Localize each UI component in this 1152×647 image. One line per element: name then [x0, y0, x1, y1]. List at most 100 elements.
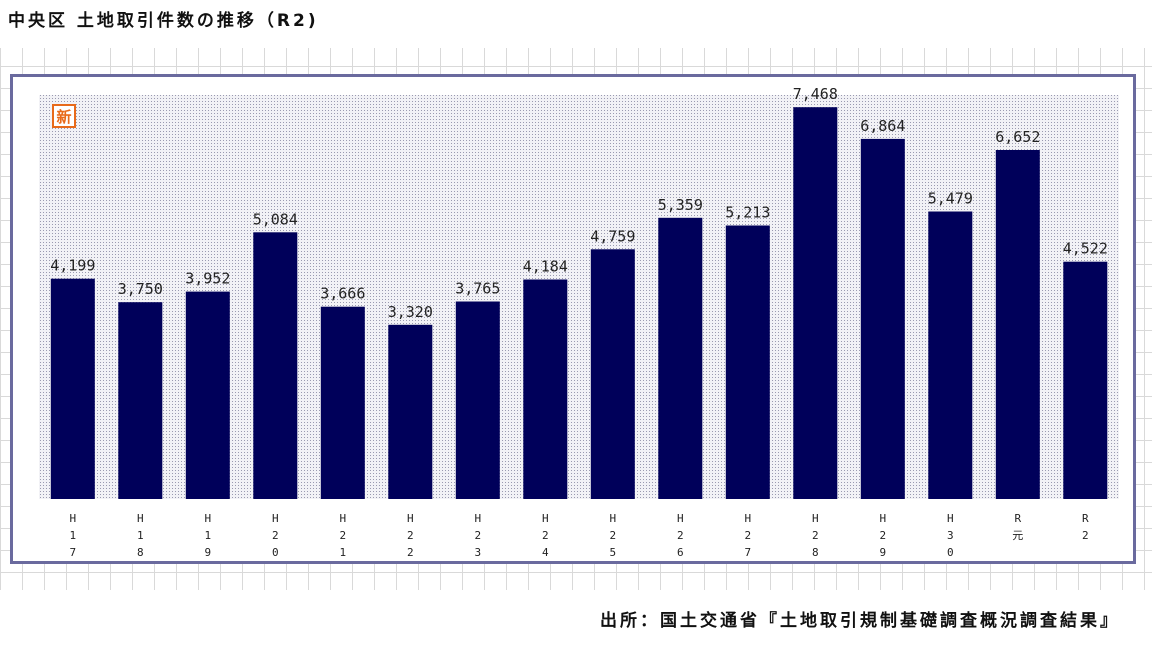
- source-note: 出所：国土交通省『土地取引規制基礎調査概況調査結果』: [600, 611, 1120, 631]
- chart-frame: 新 4,199 3,750 3,952 5,084 3,666 3,320 3,765 4,1…: [10, 74, 1136, 564]
- value-label-H24: 4,184: [523, 258, 568, 276]
- x-tick-char: H: [677, 512, 684, 525]
- badge-box: [52, 104, 76, 128]
- x-tick-char: 2: [744, 529, 751, 542]
- bar-chart: 新 4,199 3,750 3,952 5,084 3,666 3,320 3,765 4,1…: [39, 85, 1119, 559]
- x-tick-char: 6: [677, 546, 684, 559]
- bar-H30: [928, 211, 973, 499]
- value-label-H20: 5,084: [253, 210, 298, 228]
- x-tick-char: H: [339, 512, 346, 525]
- bar-H21: [320, 306, 365, 499]
- bar-H26: [658, 217, 703, 500]
- x-tick-char: H: [812, 512, 819, 525]
- value-label-H21: 3,666: [320, 285, 365, 303]
- bar-R元: [995, 150, 1040, 499]
- bar-H28: [793, 107, 838, 499]
- x-tick-char: R: [1082, 512, 1089, 525]
- value-label-H17: 4,199: [50, 257, 95, 275]
- x-tick-H28: H 2 8: [812, 512, 819, 559]
- x-tick-char: 2: [609, 529, 616, 542]
- x-tick-char: 2: [1082, 529, 1089, 542]
- x-tick-char: 4: [542, 546, 549, 559]
- value-label-R元: 6,652: [995, 128, 1040, 146]
- value-label-H27: 5,213: [725, 204, 770, 222]
- bar-H29: [860, 138, 905, 499]
- x-tick-H26: H 2 6: [677, 512, 684, 559]
- x-tick-char: 1: [339, 546, 346, 559]
- x-tick-char: H: [879, 512, 886, 525]
- bar-H24: [523, 279, 568, 499]
- x-tick-H25: H 2 5: [609, 512, 616, 559]
- x-tick-char: H: [947, 512, 954, 525]
- bar-H20: [253, 232, 298, 500]
- value-label-H19: 3,952: [185, 270, 230, 288]
- value-label-H30: 5,479: [928, 190, 973, 208]
- x-tick-R2: R2: [1082, 512, 1089, 542]
- x-tick-char: 1: [69, 529, 76, 542]
- x-tick-R元: R元: [1012, 512, 1023, 542]
- x-tick-char: 2: [339, 529, 346, 542]
- badge-new: 新: [52, 104, 76, 128]
- x-tick-char: R: [1014, 512, 1021, 525]
- value-label-H25: 4,759: [590, 227, 635, 245]
- bar-H22: [388, 324, 433, 499]
- x-tick-char: H: [204, 512, 211, 525]
- title-band: [0, 0, 1152, 48]
- x-tick-char: 7: [744, 546, 751, 559]
- value-label-H23: 3,765: [455, 280, 500, 298]
- x-tick-char: 9: [879, 546, 886, 559]
- x-tick-char: 2: [407, 529, 414, 542]
- x-tick-char: 2: [677, 529, 684, 542]
- x-tick-char: H: [407, 512, 414, 525]
- value-label-H28: 7,468: [793, 85, 838, 103]
- x-tick-char: H: [609, 512, 616, 525]
- value-label-H26: 5,359: [658, 196, 703, 214]
- value-label-H18: 3,750: [118, 280, 163, 298]
- x-tick-char: 0: [947, 546, 954, 559]
- x-tick-char: 2: [474, 529, 481, 542]
- x-tick-char: 2: [812, 529, 819, 542]
- x-tick-H19: H 1 9: [204, 512, 211, 559]
- x-tick-char: 9: [204, 546, 211, 559]
- bar-R2: [1063, 261, 1108, 499]
- badge-label: 新: [56, 108, 71, 126]
- x-tick-char: 5: [609, 546, 616, 559]
- x-tick-H17: H 1 7: [69, 512, 76, 559]
- bar-H27: [725, 225, 770, 499]
- x-tick-char: 0: [272, 546, 279, 559]
- x-tick-char: H: [744, 512, 751, 525]
- bar-H23: [455, 301, 500, 499]
- page-title: 中央区 土地取引件数の推移（R2): [8, 11, 319, 31]
- x-tick-H27: H 2 7: [744, 512, 751, 559]
- x-tick-H22: H 2 2: [407, 512, 414, 559]
- x-tick-char: 8: [137, 546, 144, 559]
- x-tick-char: 2: [542, 529, 549, 542]
- x-tick-H18: H 1 8: [137, 512, 144, 559]
- value-label-H22: 3,320: [388, 303, 433, 321]
- x-tick-char: H: [272, 512, 279, 525]
- x-tick-char: 3: [947, 529, 954, 542]
- x-tick-H20: H 2 0: [272, 512, 279, 559]
- x-tick-char: 3: [474, 546, 481, 559]
- bar-H25: [590, 249, 635, 499]
- x-tick-char: 2: [879, 529, 886, 542]
- x-tick-H23: H 2 3: [474, 512, 481, 559]
- x-tick-char: 2: [407, 546, 414, 559]
- x-tick-char: 7: [69, 546, 76, 559]
- x-tick-char: 2: [272, 529, 279, 542]
- x-tick-H24: H 2 4: [542, 512, 549, 559]
- x-tick-char: H: [137, 512, 144, 525]
- x-tick-H30: H 3 0: [947, 512, 954, 559]
- x-tick-char: 元: [1012, 529, 1023, 542]
- bar-H18: [118, 302, 163, 499]
- bar-H17: [50, 278, 95, 499]
- x-tick-char: H: [474, 512, 481, 525]
- value-label-H29: 6,864: [860, 117, 905, 135]
- x-tick-char: H: [542, 512, 549, 525]
- source-band: [0, 590, 1152, 647]
- x-tick-H29: H 2 9: [879, 512, 886, 559]
- x-tick-H21: H 2 1: [339, 512, 346, 559]
- value-label-R2: 4,522: [1063, 240, 1108, 258]
- x-tick-char: 8: [812, 546, 819, 559]
- x-tick-char: 1: [137, 529, 144, 542]
